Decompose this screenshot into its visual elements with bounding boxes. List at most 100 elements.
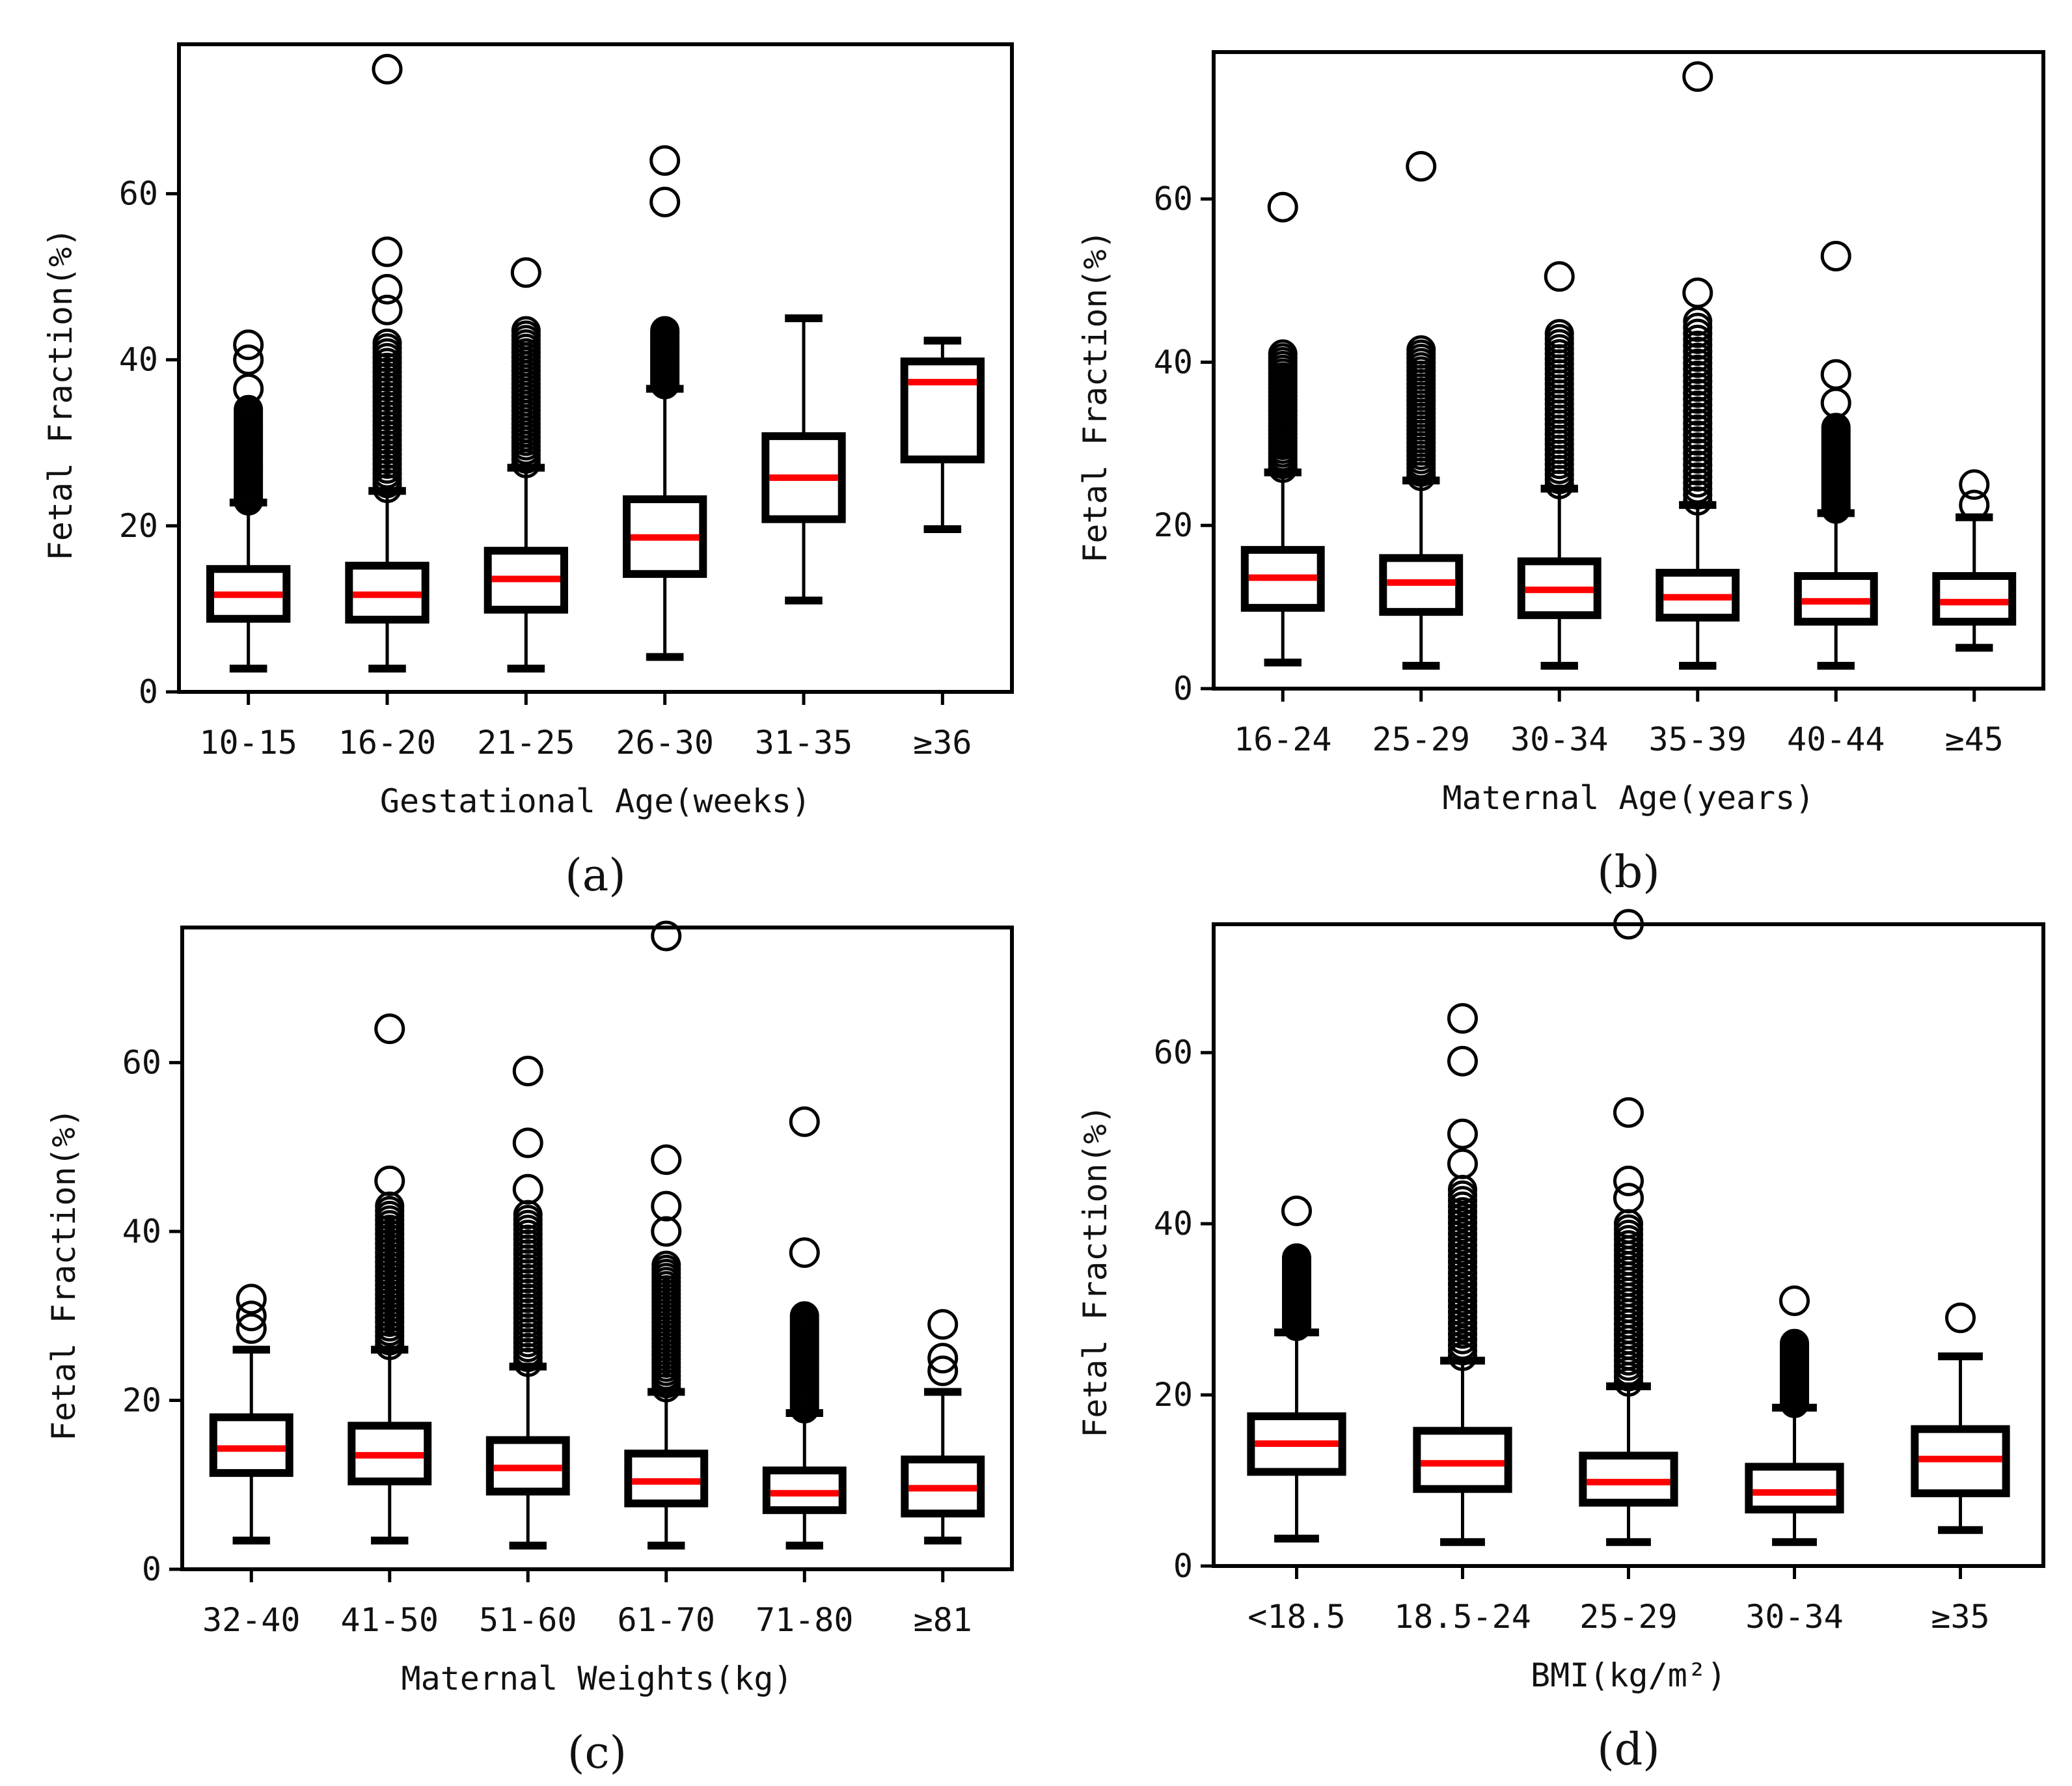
- outlier-point: [651, 1250, 681, 1280]
- y-tick-label: 40: [1154, 1205, 1193, 1243]
- outlier-point: [236, 1313, 267, 1344]
- outlier-point: [1447, 1045, 1478, 1077]
- outlier-point: [233, 344, 264, 376]
- box-group: [900, 337, 985, 533]
- box-iqr: [900, 357, 985, 463]
- panel-label: (b): [1597, 847, 1660, 898]
- panel-c: 0 20 40 60 Fetal Fraction(%) 32-40 41-50 51-60 6…: [45, 920, 1014, 1779]
- x-tick-label: 30-34: [1745, 1598, 1844, 1636]
- x-tick-label: <18.5: [1247, 1598, 1346, 1636]
- x-tick-label: 25-29: [1372, 721, 1470, 758]
- x-tick-label: ≥35: [1931, 1598, 1989, 1636]
- x-tick-label: 31-35: [755, 724, 853, 762]
- box-group: [761, 314, 846, 605]
- outlier-point: [1544, 261, 1575, 292]
- box-group: [1793, 240, 1878, 670]
- x-tick-label: 16-24: [1234, 721, 1332, 758]
- outlier-point: [1447, 1148, 1478, 1179]
- outlier-point: [236, 1300, 267, 1332]
- x-tick-label: 10-15: [199, 724, 297, 762]
- box-group: [1379, 151, 1464, 670]
- box-group: [623, 145, 707, 661]
- outlier-point: [1780, 1328, 1809, 1358]
- panel-b: 0 20 40 60 Fetal Fraction(%) 16-24 25-29 30-34 3…: [1076, 50, 2045, 898]
- x-tick-label: ≥45: [1945, 721, 2004, 758]
- panel-label: (c): [567, 1727, 627, 1779]
- outlier-point: [372, 236, 403, 268]
- y-tick-label: 20: [122, 1382, 161, 1420]
- panel-label: (d): [1597, 1724, 1660, 1776]
- outlier-point: [1779, 1285, 1810, 1316]
- box-iqr: [1932, 571, 2017, 626]
- outlier-point: [1682, 61, 1713, 92]
- outlier-point: [1268, 339, 1298, 369]
- outlier-point: [927, 1355, 959, 1386]
- x-tick-label: ≥36: [913, 724, 972, 762]
- outlier-point: [372, 294, 403, 325]
- x-tick-label: 26-30: [616, 724, 714, 762]
- outlier-point: [233, 373, 264, 404]
- box-group: [901, 1309, 985, 1545]
- outlier-point: [1406, 151, 1437, 182]
- outlier-point: [649, 145, 681, 176]
- outlier-point: [233, 329, 264, 361]
- box-iqr: [1413, 1427, 1512, 1493]
- y-axis-title: Fetal Fraction(%): [1076, 1105, 1114, 1438]
- outlier-point: [236, 1284, 267, 1315]
- y-tick-label: 0: [1173, 670, 1193, 708]
- outlier-point: [1820, 387, 1851, 419]
- plot-frame: [1212, 50, 2045, 691]
- box-group: [624, 920, 709, 1550]
- x-axis-title: Maternal Weights(kg): [401, 1660, 793, 1697]
- x-axis-title: Gestational Age(weeks): [380, 782, 811, 820]
- panel-d: 0 20 40 60 Fetal Fraction(%) <18.5 18.5-24 25-2…: [1076, 909, 2045, 1776]
- y-tick-label: 0: [142, 1550, 161, 1588]
- outlier-point: [1613, 1165, 1644, 1196]
- outlier-point: [372, 273, 403, 305]
- x-tick-label: 16-20: [338, 724, 437, 762]
- plot-frame: [180, 926, 1014, 1571]
- outlier-point: [1613, 1097, 1644, 1128]
- box-group: [762, 1106, 847, 1550]
- box-group: [209, 1284, 293, 1545]
- box-group: [1656, 61, 1740, 670]
- x-tick-label: 18.5-24: [1394, 1598, 1531, 1636]
- outlier-point: [1820, 240, 1851, 271]
- box-group: [206, 329, 291, 673]
- outlier-point: [1959, 489, 1990, 521]
- x-tick-label: 61-70: [617, 1601, 715, 1639]
- outlier-point: [1613, 1183, 1644, 1214]
- y-tick-label: 20: [1154, 1376, 1193, 1414]
- x-tick-label: 71-80: [756, 1601, 854, 1639]
- outlier-point: [789, 1237, 820, 1268]
- x-tick-label: 30-34: [1510, 721, 1609, 758]
- box-group: [1745, 1285, 1844, 1546]
- outlier-point: [1406, 335, 1436, 365]
- y-tick-label: 40: [1154, 343, 1193, 381]
- outlier-point: [651, 1216, 682, 1247]
- plot-frame: [177, 42, 1014, 694]
- panel-label: (a): [565, 850, 626, 901]
- y-tick-label: 60: [1154, 180, 1193, 218]
- box-group: [1911, 1302, 2010, 1534]
- outlier-point: [789, 1106, 820, 1137]
- x-axis-title: Maternal Age(years): [1443, 779, 1815, 817]
- box-group: [1517, 261, 1602, 670]
- outlier-point: [1544, 319, 1574, 349]
- panel-a: 0 20 40 60 Fetal Fraction(%) 10-15 16-20 21-25 2…: [42, 42, 1014, 901]
- outlier-point: [511, 316, 541, 346]
- outlier-point: [234, 394, 264, 424]
- y-axis-title: Fetal Fraction(%): [45, 1108, 83, 1441]
- outlier-point: [927, 1343, 959, 1374]
- x-tick-label: 25-29: [1579, 1598, 1678, 1636]
- box-group: [484, 257, 569, 673]
- outlier-point: [1447, 1003, 1478, 1034]
- outlier-point: [1447, 1118, 1478, 1149]
- outlier-point: [1821, 413, 1851, 443]
- outlier-point: [651, 1190, 682, 1222]
- outlier-point: [512, 1174, 543, 1205]
- outlier-point: [1282, 1243, 1311, 1273]
- box-group: [485, 1056, 570, 1550]
- outlier-point: [374, 1165, 405, 1196]
